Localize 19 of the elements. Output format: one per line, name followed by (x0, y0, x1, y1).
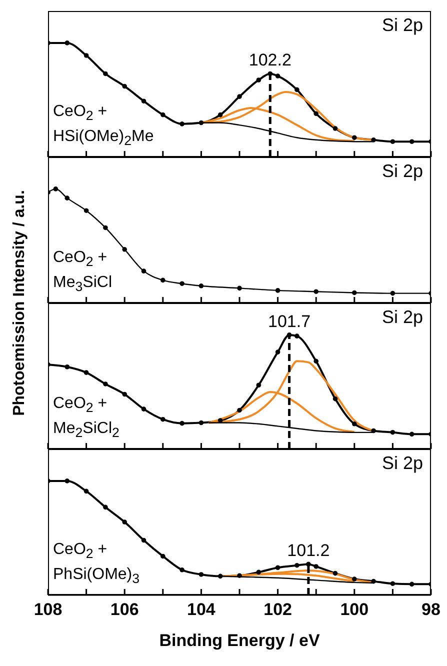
x-tick-label: 108 (34, 600, 62, 619)
ref-line-label: 101.7 (268, 312, 311, 331)
ref-line-label: 101.2 (287, 541, 330, 560)
x-axis-title: Binding Energy / eV (158, 631, 321, 651)
text: CeO$_{2}$ + Me$_{2}$SiCl$_{2}$ (53, 394, 120, 440)
x-tick-label: 106 (110, 600, 139, 619)
text: Si 2p (382, 307, 423, 328)
x-tick-label: 98 (422, 600, 440, 619)
text: Si 2p (382, 453, 423, 474)
annotation: CeO$_{2}$ + HSi(OMe)$_{2}$Me (53, 102, 154, 150)
text: Si 2p (382, 15, 423, 36)
text: Si 2p (382, 161, 423, 182)
ref-line-label: 102.2 (248, 50, 292, 70)
annotation: CeO$_{2}$ + PhSi(OMe)$_{3}$ (53, 540, 140, 588)
x-tick-label: 100 (340, 600, 369, 619)
text: CeO$_{2}$ + Me$_{3}$SiCl (53, 248, 112, 294)
x-tick-label: 102 (264, 600, 292, 619)
x-tick-label: 104 (187, 600, 216, 619)
y-axis-title: Photoemission Intensity / a.u. (11, 190, 29, 416)
